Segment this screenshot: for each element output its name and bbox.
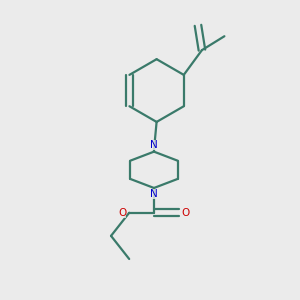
Text: O: O — [182, 208, 190, 218]
Text: N: N — [150, 189, 158, 199]
Text: N: N — [150, 140, 158, 150]
Text: O: O — [118, 208, 126, 218]
